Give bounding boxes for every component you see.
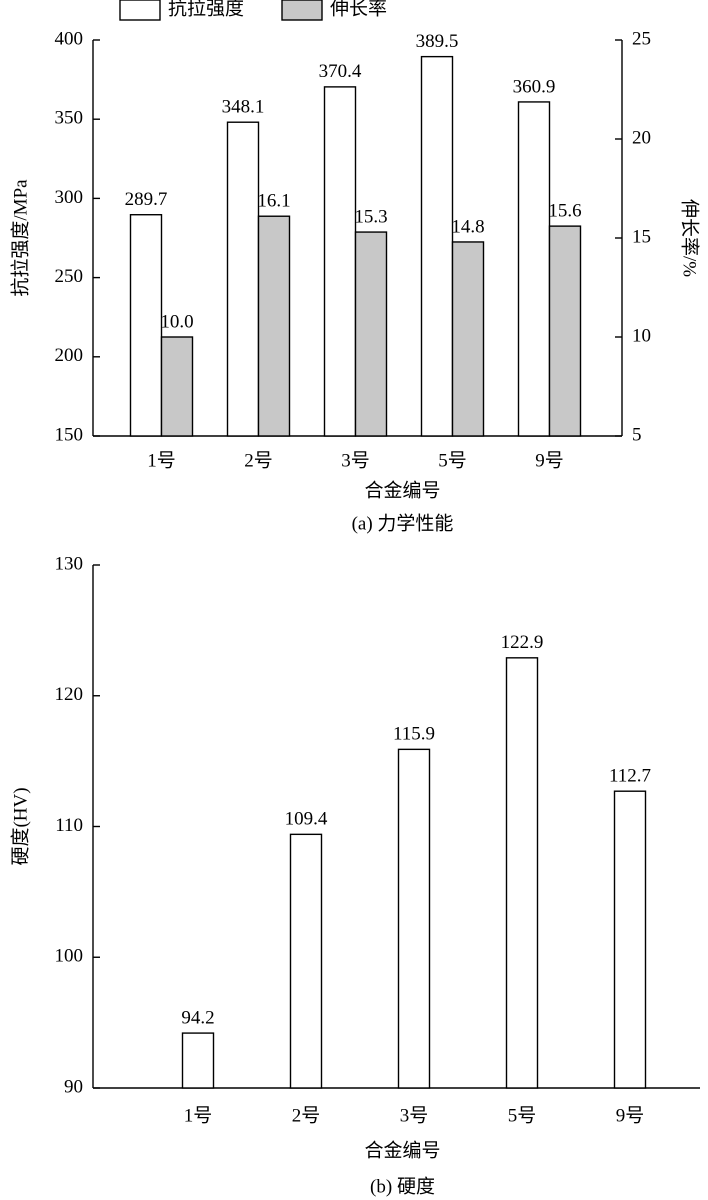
caption: (b) 硬度: [370, 1175, 435, 1197]
value-label: 10.0: [160, 311, 193, 332]
y-tick-label: 400: [55, 28, 84, 49]
x-axis-label: 合金编号: [364, 479, 440, 501]
value-label: 115.9: [393, 724, 435, 745]
y2-tick-label: 5: [632, 424, 642, 445]
x-tick-label: 3号: [341, 450, 370, 471]
value-label: 122.9: [501, 632, 544, 653]
caption: (a) 力学性能: [352, 512, 454, 534]
bar: [451, 241, 485, 437]
bar: [226, 121, 260, 437]
legend-label: 抗拉强度: [168, 0, 244, 19]
y-tick-label: 90: [64, 1076, 83, 1097]
y-tick-label: 350: [55, 108, 84, 129]
y-tick-label: 110: [55, 815, 83, 836]
y-tick-label: 130: [55, 553, 84, 574]
bar: [613, 790, 647, 1089]
y2-tick-label: 25: [632, 28, 651, 49]
y-tick-label: 200: [55, 345, 84, 366]
value-label: 360.9: [513, 76, 556, 97]
bar: [160, 336, 194, 437]
y2-tick-label: 20: [632, 127, 651, 148]
value-label: 389.5: [416, 31, 459, 52]
bar: [354, 231, 388, 437]
value-label: 289.7: [125, 189, 168, 210]
y2-tick-label: 10: [632, 325, 651, 346]
bar: [517, 101, 551, 437]
y2-axis-label: 伸长率/%: [679, 199, 701, 277]
bar: [397, 748, 431, 1089]
bar: [323, 86, 357, 437]
y-axis-label: 抗拉强度/MPa: [9, 179, 31, 297]
y-tick-label: 120: [55, 684, 84, 705]
legend-swatch: [281, 0, 323, 21]
x-tick-label: 5号: [508, 1105, 537, 1126]
bar: [548, 225, 582, 437]
bar: [257, 215, 291, 437]
value-label: 16.1: [257, 191, 290, 212]
value-label: 370.4: [319, 61, 362, 82]
x-axis-label: 合金编号: [364, 1139, 440, 1161]
value-label: 348.1: [222, 97, 265, 118]
value-label: 109.4: [285, 809, 328, 830]
bar: [129, 214, 163, 437]
value-label: 14.8: [451, 216, 484, 237]
x-tick-label: 3号: [400, 1105, 429, 1126]
bar: [289, 833, 323, 1089]
x-tick-label: 9号: [535, 450, 564, 471]
bar: [420, 55, 454, 437]
value-label: 94.2: [181, 1007, 214, 1028]
bar: [505, 657, 539, 1089]
y-axis-label: 硬度(HV): [9, 787, 31, 865]
legend-label: 伸长率: [330, 0, 387, 19]
x-tick-label: 1号: [184, 1105, 213, 1126]
x-tick-label: 2号: [244, 450, 273, 471]
y2-tick-label: 15: [632, 226, 651, 247]
value-label: 15.6: [548, 200, 581, 221]
bar: [181, 1032, 215, 1089]
x-tick-label: 1号: [147, 450, 176, 471]
value-label: 112.7: [609, 766, 651, 787]
y-tick-label: 300: [55, 187, 84, 208]
y-tick-label: 250: [55, 266, 84, 287]
y-tick-label: 150: [55, 424, 84, 445]
legend-swatch: [119, 0, 161, 21]
x-tick-label: 9号: [616, 1105, 645, 1126]
y-tick-label: 100: [55, 946, 84, 967]
x-tick-label: 2号: [292, 1105, 321, 1126]
x-tick-label: 5号: [438, 450, 467, 471]
value-label: 15.3: [354, 206, 387, 227]
